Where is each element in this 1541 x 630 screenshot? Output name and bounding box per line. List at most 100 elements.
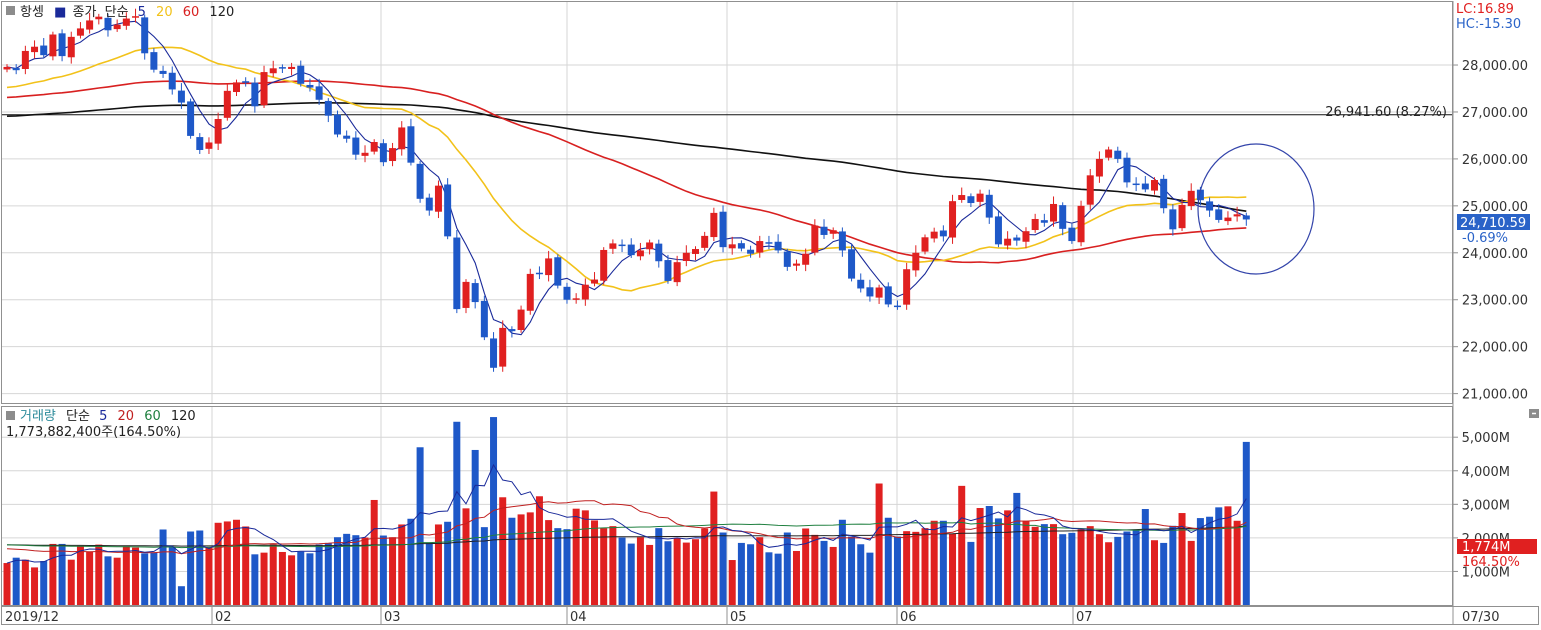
candle-body-46	[425, 197, 433, 211]
candle-body-21	[196, 137, 204, 150]
volume-panel-menu-icon[interactable]	[6, 411, 15, 420]
vol-legend-simple: 단순	[66, 409, 90, 424]
candle-body-127	[1169, 209, 1177, 230]
volume-bar-123	[1132, 529, 1140, 605]
candle-body-105	[967, 196, 975, 204]
volume-ytick-label-3: 4,000M	[1462, 465, 1510, 480]
volume-bar-135	[1242, 441, 1250, 605]
last-volume-pct: 164.50%	[1462, 555, 1520, 570]
volume-bar-2	[21, 559, 29, 605]
panel-menu-icon[interactable]	[6, 6, 15, 15]
candle-body-71	[655, 243, 663, 262]
candle-body-135	[1242, 215, 1250, 220]
candle-body-61	[563, 286, 571, 300]
legend-ma120: 120	[209, 5, 234, 20]
volume-bar-47	[434, 524, 442, 605]
candle-body-34	[315, 86, 323, 100]
candle-body-59	[545, 258, 553, 276]
candle-body-121	[1114, 150, 1122, 159]
vol-legend-ma60: 60	[144, 409, 161, 424]
volume-bar-32	[297, 551, 305, 605]
highlight-circle[interactable]	[1197, 143, 1315, 275]
volume-bar-72	[664, 541, 672, 605]
volume-bar-10	[95, 544, 103, 605]
candle-body-47	[434, 185, 442, 212]
candle-body-6	[58, 33, 66, 57]
candle-body-67	[618, 244, 626, 247]
volume-bar-79	[728, 560, 736, 605]
candle-body-0	[3, 66, 11, 70]
candle-body-52	[480, 300, 488, 338]
volume-bar-35	[324, 542, 332, 605]
volume-bar-23	[214, 522, 222, 605]
volume-bar-126	[1160, 542, 1168, 605]
volume-bar-61	[563, 529, 571, 605]
ref-line-label: 26,941.60 (8.27%)	[1325, 105, 1447, 120]
volume-bar-76	[701, 528, 709, 605]
price-ytick-label-6: 27,000.00	[1462, 106, 1528, 121]
volume-bar-56	[517, 514, 525, 605]
last-price-label: 24,710.59	[1460, 216, 1526, 231]
candle-body-69	[636, 250, 644, 257]
volume-bar-97	[893, 536, 901, 605]
candle-body-108	[994, 216, 1002, 245]
candle-body-93	[857, 279, 865, 289]
candle-body-126	[1160, 178, 1168, 209]
volume-bar-63	[581, 510, 589, 605]
candle-body-125	[1151, 180, 1158, 191]
volume-bar-48	[444, 521, 452, 605]
volume-bar-80	[737, 542, 745, 605]
volume-bar-13	[122, 546, 130, 605]
date-label-jul: 07	[1076, 610, 1093, 625]
candle-body-122	[1123, 157, 1131, 183]
volume-bar-43	[398, 524, 406, 605]
candle-body-110	[1013, 237, 1021, 241]
candle-body-117	[1077, 205, 1085, 243]
volume-bar-125	[1151, 540, 1158, 605]
volume-bar-40	[370, 499, 378, 605]
candle-body-92	[848, 249, 856, 279]
date-labels: 2019/12 02 03 04 05 06 07 07/30	[5, 610, 1499, 625]
candle-body-107	[985, 194, 993, 218]
volume-bar-108	[994, 518, 1002, 605]
candle-body-99	[912, 252, 920, 271]
candle-body-79	[728, 244, 736, 249]
volume-bar-1	[12, 557, 20, 605]
candle-body-26	[242, 81, 250, 83]
volume-bar-28	[260, 552, 268, 605]
volume-bar-98	[903, 531, 911, 605]
volume-bar-15	[141, 553, 149, 605]
candle-body-86	[792, 263, 800, 266]
volume-bar-7	[67, 559, 75, 605]
volume-bar-120	[1105, 542, 1113, 605]
candle-body-19	[177, 90, 185, 103]
volume-bar-121	[1114, 536, 1122, 605]
volume-bar-87	[802, 528, 810, 605]
volume-bar-132	[1215, 507, 1223, 605]
volume-bar-92	[848, 536, 856, 605]
volume-bar-65	[600, 528, 608, 605]
date-label-apr: 04	[570, 610, 587, 625]
volume-bar-20	[187, 531, 195, 605]
candle-body-104	[958, 195, 966, 200]
legend-ma5: 5	[138, 5, 146, 20]
ma20-line	[6, 46, 1247, 292]
vol-legend-ma20: 20	[118, 409, 135, 424]
volume-bar-49	[453, 421, 461, 605]
legend-close: 종가	[73, 5, 97, 20]
candle-body-28	[260, 72, 268, 106]
candle-body-72	[664, 260, 672, 281]
volume-bar-101	[930, 520, 938, 605]
candle-body-70	[646, 242, 654, 250]
candle-body-5	[49, 34, 57, 57]
candle-body-90	[829, 230, 837, 234]
candle-body-9	[86, 20, 94, 30]
volume-bar-62	[572, 508, 580, 605]
candle-body-40	[370, 142, 378, 152]
candle-body-83	[765, 242, 773, 244]
vol-legend-ma5: 5	[99, 409, 107, 424]
candle-body-129	[1187, 190, 1195, 207]
candle-body-20	[187, 101, 195, 136]
